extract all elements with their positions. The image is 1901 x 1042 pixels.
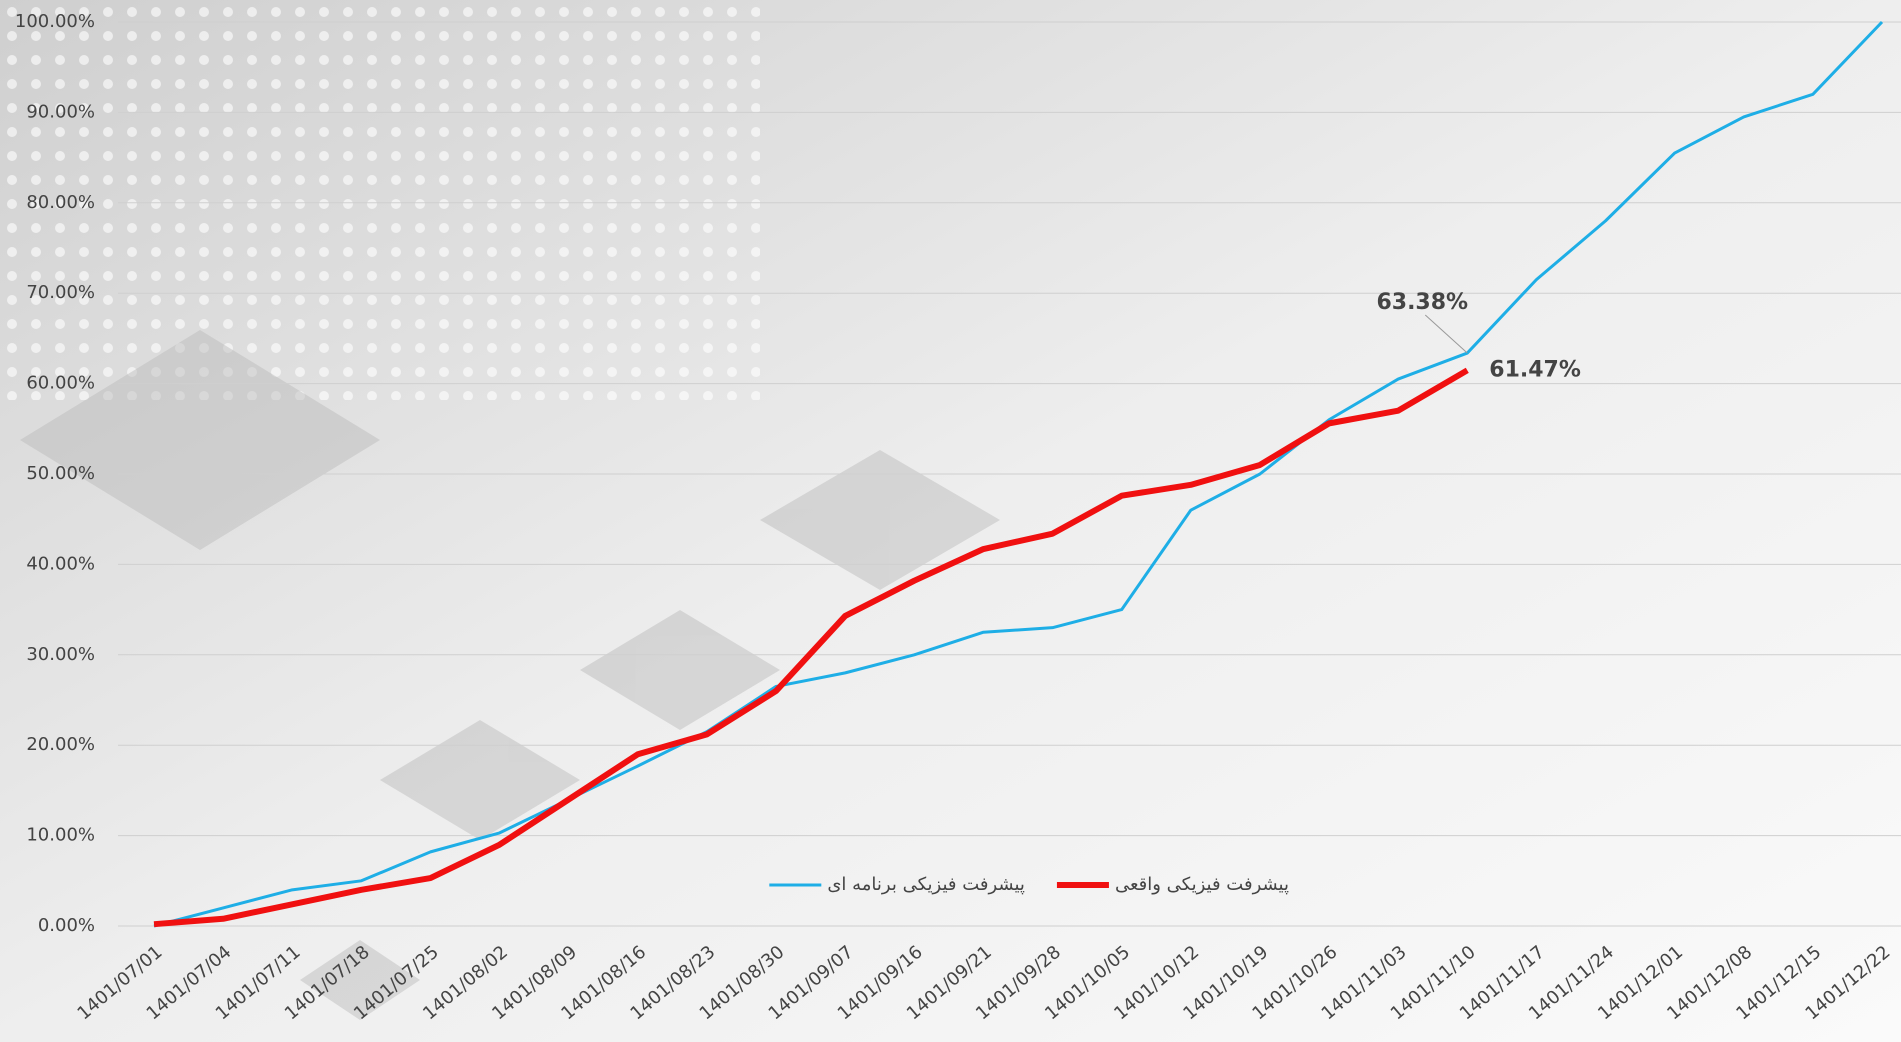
y-tick-label: 70.00% bbox=[26, 282, 95, 303]
y-tick-label: 60.00% bbox=[26, 373, 95, 394]
y-tick-label: 50.00% bbox=[26, 463, 95, 484]
y-tick-label: 0.00% bbox=[38, 915, 95, 936]
data-label: 61.47% bbox=[1489, 357, 1581, 382]
y-tick-label: 30.00% bbox=[26, 644, 95, 665]
chart: 0.00% 10.00% 20.00% 30.00% 40.00% 50.00% 60.00… bbox=[0, 0, 1901, 1042]
y-tick-label: 90.00% bbox=[26, 101, 95, 122]
background-dots bbox=[0, 0, 760, 400]
y-tick-label: 20.00% bbox=[26, 734, 95, 755]
data-label: 63.38% bbox=[1376, 290, 1468, 315]
y-tick-label: 100.00% bbox=[15, 11, 95, 32]
y-tick-label: 40.00% bbox=[26, 553, 95, 574]
y-tick-label: 80.00% bbox=[26, 192, 95, 213]
y-tick-label: 10.00% bbox=[26, 825, 95, 846]
legend-label: پیشرفت فیزیکی برنامه ای bbox=[827, 874, 1025, 895]
legend-label: پیشرفت فیزیکی واقعی bbox=[1115, 874, 1289, 895]
